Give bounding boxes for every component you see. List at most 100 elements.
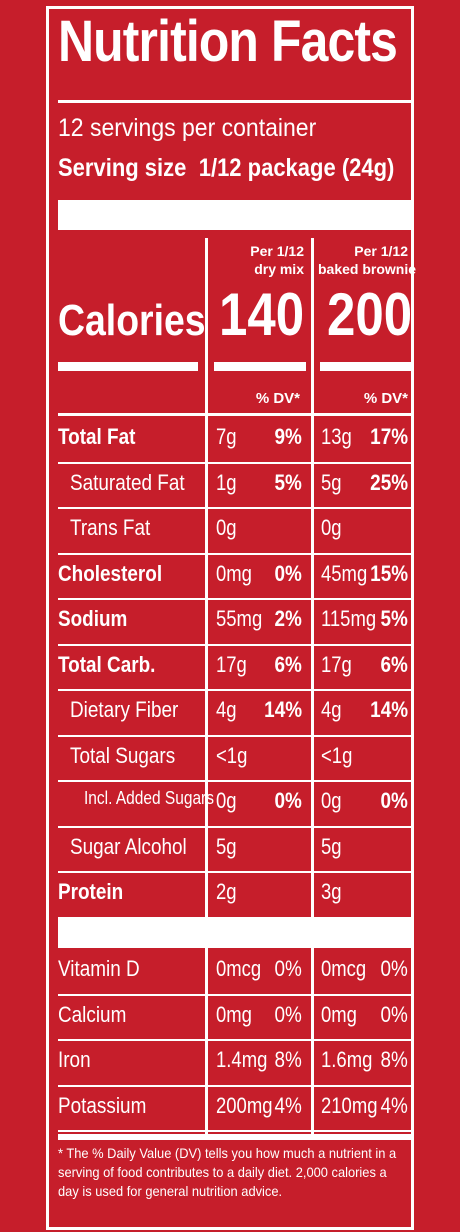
dv-dry-mix: 0% [274, 1001, 302, 1027]
amount-baked-brownie: <1g [321, 742, 353, 768]
column-header-baked-brownie-line1: Per 1/12 [354, 243, 408, 259]
amount-dry-mix: 2g [216, 879, 237, 904]
divider-thick-top [58, 200, 414, 230]
calories-dry-mix: 140 [218, 281, 304, 348]
row-divider [58, 552, 414, 555]
amount-dry-mix: 1g [216, 469, 237, 495]
dv-baked-brownie: 15% [370, 560, 408, 586]
nutrient-name: Sugar Alcohol [70, 833, 187, 859]
dv-baked-brownie: 0% [380, 956, 408, 981]
dv-baked-brownie: 0% [380, 788, 408, 813]
dv-baked-brownie: 8% [380, 1047, 408, 1072]
row-divider [58, 993, 414, 996]
amount-baked-brownie: 0g [321, 788, 342, 813]
dv-baked-brownie: 4% [380, 1092, 408, 1118]
daily-value-footnote: * The % Daily Value (DV) tells you how m… [58, 1144, 408, 1201]
nutrient-name: Incl. Added Sugars [84, 788, 214, 808]
dv-dry-mix: 5% [274, 469, 302, 495]
servings-per-container: 12 servings per container [58, 114, 317, 142]
amount-dry-mix: 0mcg [216, 956, 262, 981]
row-divider [58, 507, 414, 509]
column-header-dry-mix-line1: Per 1/12 [250, 243, 304, 259]
dv-dry-mix: 0% [274, 788, 302, 813]
amount-baked-brownie: 17g [321, 651, 352, 677]
row-divider [58, 1130, 414, 1132]
dv-baked-brownie: 5% [380, 606, 408, 631]
column-separator-1 [205, 238, 208, 1135]
nutrient-name: Calcium [58, 1001, 127, 1027]
row-divider [58, 916, 414, 919]
calories-divider-left [58, 362, 198, 371]
dv-dry-mix: 0% [274, 560, 302, 586]
calories-divider-mid [214, 362, 306, 371]
amount-dry-mix: 0mg [216, 1001, 252, 1027]
nutrition-label-frame [46, 6, 414, 1230]
dv-dry-mix: 9% [274, 424, 302, 449]
amount-dry-mix: 0mg [216, 560, 252, 586]
dv-header-divider [58, 413, 414, 416]
nutrition-facts-title: Nutrition Facts [58, 9, 398, 74]
row-divider [58, 734, 414, 737]
dv-baked-brownie: 0% [380, 1001, 408, 1027]
dv-dry-mix: 8% [274, 1047, 302, 1072]
amount-baked-brownie: 1.6mg [321, 1047, 373, 1072]
row-divider [58, 1039, 414, 1041]
nutrient-name: Protein [58, 879, 124, 904]
amount-baked-brownie: 115mg [321, 606, 377, 631]
dv-baked-brownie: 17% [370, 424, 408, 449]
column-header-baked-brownie: Per 1/12 baked brownie [318, 242, 417, 278]
serving-size-row: Serving size 1/12 package (24g) [58, 154, 394, 183]
calories-label: Calories [58, 296, 206, 345]
amount-baked-brownie: 210mg [321, 1092, 378, 1118]
amount-baked-brownie: 0g [321, 515, 342, 540]
column-header-dry-mix: Per 1/12 dry mix [214, 242, 304, 278]
dv-header-dry-mix: % DV* [255, 390, 300, 407]
dv-baked-brownie: 6% [380, 651, 408, 677]
column-header-dry-mix-line2: dry mix [254, 261, 304, 277]
row-divider [58, 1084, 414, 1087]
nutrient-name: Vitamin D [58, 956, 140, 981]
amount-baked-brownie: 5g [321, 833, 342, 859]
amount-dry-mix: 7g [216, 424, 237, 449]
nutrient-name: Saturated Fat [70, 469, 185, 495]
amount-baked-brownie: 5g [321, 469, 342, 495]
row-divider [58, 871, 414, 873]
amount-baked-brownie: 4g [321, 697, 342, 722]
row-divider [58, 780, 414, 782]
row-divider [58, 461, 414, 464]
nutrient-name: Cholesterol [58, 560, 163, 586]
dv-dry-mix: 0% [274, 956, 302, 981]
amount-baked-brownie: 13g [321, 424, 352, 449]
dv-dry-mix: 2% [274, 606, 302, 631]
amount-baked-brownie: 0mcg [321, 956, 367, 981]
divider-footnote [58, 1134, 414, 1140]
column-separator-2 [311, 238, 314, 1135]
amount-dry-mix: 5g [216, 833, 237, 859]
row-divider [58, 689, 414, 691]
amount-dry-mix: 1.4mg [216, 1047, 268, 1072]
column-header-baked-brownie-line2: baked brownie [318, 261, 417, 277]
dv-dry-mix: 6% [274, 651, 302, 677]
footnote-text: * The % Daily Value (DV) tells you how m… [58, 1145, 397, 1199]
nutrient-name: Dietary Fiber [70, 697, 179, 722]
nutrient-name: Total Fat [58, 424, 136, 449]
divider-thick-vitamins [58, 918, 414, 948]
amount-baked-brownie: 0mg [321, 1001, 357, 1027]
dv-baked-brownie: 14% [370, 697, 408, 722]
nutrient-name: Total Sugars [70, 742, 176, 768]
nutrient-name: Sodium [58, 606, 128, 631]
dv-dry-mix: 14% [264, 697, 302, 722]
row-divider [58, 598, 414, 600]
nutrient-name: Total Carb. [58, 651, 156, 677]
dv-header-baked-brownie: % DV* [363, 390, 408, 407]
amount-dry-mix: 200mg [216, 1092, 273, 1118]
nutrient-name: Trans Fat [70, 515, 151, 540]
dv-baked-brownie: 25% [370, 469, 408, 495]
amount-dry-mix: 0g [216, 788, 237, 813]
dv-dry-mix: 4% [274, 1092, 302, 1118]
amount-baked-brownie: 45mg [321, 560, 368, 586]
calories-baked-brownie: 200 [326, 281, 412, 348]
amount-baked-brownie: 3g [321, 879, 342, 904]
amount-dry-mix: 17g [216, 651, 247, 677]
divider-thin [58, 100, 414, 103]
